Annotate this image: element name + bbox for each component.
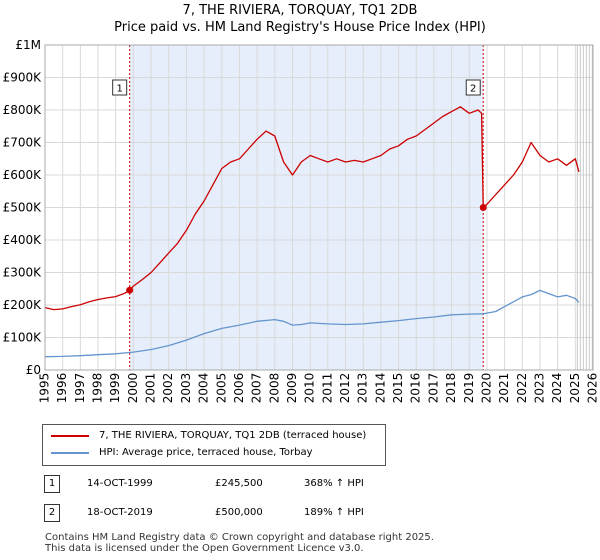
x-tick-label: 2016: [409, 373, 423, 404]
x-tick-label: 2007: [250, 373, 264, 404]
x-tick-label: 2002: [161, 373, 175, 404]
sale-date: 18-OCT-2019: [87, 507, 153, 518]
x-tick-label: 1995: [38, 373, 52, 404]
x-tick-label: 1998: [91, 373, 105, 404]
x-tick-label: 2022: [515, 373, 529, 404]
x-tick-label: 2019: [462, 373, 476, 404]
footer-copyright: Contains HM Land Registry data © Crown c…: [45, 532, 434, 543]
x-tick-label: 2004: [197, 373, 211, 404]
y-tick-label: £200K: [3, 298, 43, 312]
sale-hpi-change: 189% ↑ HPI: [304, 507, 364, 518]
chart-subtitle: Price paid vs. HM Land Registry's House …: [114, 20, 486, 35]
legend: 7, THE RIVIERA, TORQUAY, TQ1 2DB (terrac…: [42, 424, 386, 466]
y-tick-label: £100K: [3, 331, 43, 345]
sale-date: 14-OCT-1999: [87, 478, 153, 489]
plot-frame: [44, 44, 594, 371]
y-tick-label: £300K: [3, 266, 43, 280]
x-tick-label: 2023: [532, 373, 546, 404]
x-tick-label: 2025: [568, 373, 582, 404]
sale-marker-badge: [465, 79, 481, 96]
hpi-line: [44, 289, 580, 358]
sale-marker-label: 2: [470, 84, 476, 95]
x-tick-label: 2024: [550, 373, 564, 404]
x-tick-label: 2014: [373, 373, 387, 404]
sale-marker-label: 1: [116, 84, 122, 95]
x-tick-label: 2001: [144, 373, 158, 404]
y-tick-label: £700K: [3, 136, 43, 150]
x-tick-label: 1997: [73, 373, 87, 404]
x-tick-label: 2018: [444, 373, 458, 404]
sale-price: £500,000: [215, 507, 263, 518]
sale-point: [479, 204, 487, 211]
x-tick-label: 2021: [497, 373, 511, 404]
y-tick-label: £1M: [15, 38, 41, 52]
x-tick-label: 1996: [55, 373, 69, 404]
x-tick-label: 1999: [108, 373, 122, 404]
sale-number-badge: 2: [44, 504, 60, 522]
sale-point: [126, 286, 134, 294]
x-tick-label: 2020: [479, 373, 493, 404]
footer-licence: This data is licensed under the Open Gov…: [45, 543, 364, 554]
legend-swatch-property: [51, 435, 89, 437]
x-tick-label: 2026: [586, 373, 600, 404]
x-tick-label: 2017: [426, 373, 440, 404]
x-tick-label: 2010: [303, 373, 317, 404]
x-tick-label: 2013: [356, 373, 370, 404]
x-tick-label: 2015: [391, 373, 405, 404]
x-tick-label: 2008: [267, 373, 281, 404]
price-chart: £0 £100K £200K £300K £400K £500K £600K £700K £80…: [3, 38, 600, 404]
x-tick-label: 2000: [126, 373, 140, 404]
x-tick-label: 2012: [338, 373, 352, 404]
legend-label-property: 7, THE RIVIERA, TORQUAY, TQ1 2DB (terrac…: [99, 430, 367, 441]
legend-swatch-hpi: [51, 452, 89, 454]
legend-label-hpi: HPI: Average price, terraced house, Torb…: [99, 447, 313, 458]
sale-number-badge: 1: [44, 475, 60, 493]
x-tick-label: 2009: [285, 373, 299, 404]
property-price-line: [44, 106, 580, 311]
x-tick-label: 2003: [179, 373, 193, 404]
sale-price: £245,500: [215, 478, 263, 489]
x-tick-label: 2005: [214, 373, 228, 404]
chart-title: 7, THE RIVIERA, TORQUAY, TQ1 2DB: [182, 3, 418, 18]
y-tick-label: £600K: [3, 168, 43, 182]
y-tick-label: £500K: [3, 201, 43, 215]
y-tick-label: £0: [26, 363, 41, 377]
sale-marker-badge: [112, 79, 128, 96]
sale-hpi-change: 368% ↑ HPI: [304, 478, 364, 489]
y-tick-label: £400K: [3, 233, 43, 247]
y-tick-label: £800K: [3, 103, 43, 117]
y-tick-label: £900K: [3, 71, 43, 85]
x-tick-label: 2006: [232, 373, 246, 404]
x-tick-label: 2011: [320, 373, 334, 404]
